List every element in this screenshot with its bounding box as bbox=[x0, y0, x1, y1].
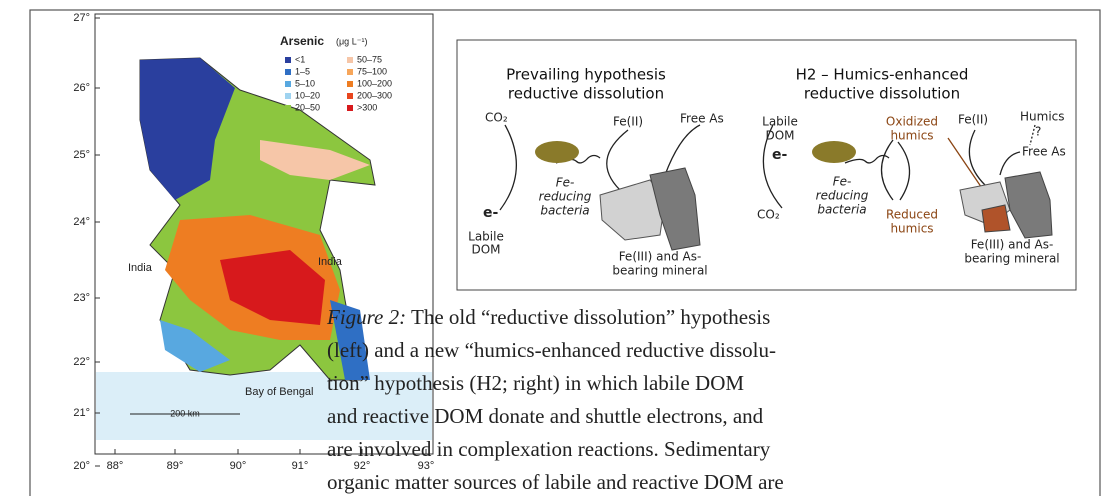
label: CO₂ bbox=[485, 111, 508, 125]
label: Humics bbox=[1020, 110, 1065, 124]
legend-swatch bbox=[347, 105, 353, 111]
diagram-title: Prevailing hypothesis bbox=[506, 66, 666, 84]
mineral bbox=[1004, 171, 1053, 239]
caption-line: organic matter sources of labile and rea… bbox=[327, 470, 784, 494]
label: CO₂ bbox=[757, 208, 780, 222]
legend-label: 10–20 bbox=[295, 90, 320, 100]
bacterium bbox=[812, 141, 856, 163]
lat-label: 25° bbox=[73, 149, 90, 161]
sea bbox=[96, 372, 432, 440]
map-label: India bbox=[128, 262, 153, 274]
diagram-title: reductive dissolution bbox=[804, 85, 960, 103]
legend-label: 100–200 bbox=[357, 78, 392, 88]
label: bearing mineral bbox=[964, 252, 1059, 266]
lon-label: 90° bbox=[230, 460, 247, 472]
legend-swatch bbox=[347, 93, 353, 99]
legend-swatch bbox=[285, 93, 291, 99]
lat-label: 23° bbox=[73, 292, 90, 304]
lon-label: 93° bbox=[418, 460, 435, 472]
label: DOM bbox=[471, 243, 500, 257]
legend-swatch bbox=[285, 69, 291, 75]
legend-swatch bbox=[285, 81, 291, 87]
label: ? bbox=[1035, 125, 1041, 139]
legend-label: <1 bbox=[295, 54, 305, 64]
diagram-title: H2 – Humics-enhanced bbox=[796, 66, 969, 84]
lat-label: 22° bbox=[73, 356, 90, 368]
scale-label: 200 km bbox=[170, 408, 200, 418]
label: bacteria bbox=[817, 203, 866, 217]
label: e- bbox=[483, 205, 498, 221]
caption-line: are involved in complexation reactions. … bbox=[327, 437, 771, 461]
lat-label: 24° bbox=[73, 216, 90, 228]
mineral bbox=[981, 204, 1011, 233]
lat-label: 21° bbox=[73, 407, 90, 419]
label: Fe- bbox=[556, 176, 575, 190]
label: reducing bbox=[539, 190, 592, 204]
legend-label: 20–50 bbox=[295, 102, 320, 112]
lat-label: 27° bbox=[73, 12, 90, 24]
diagram-frame bbox=[456, 39, 1077, 291]
legend-unit: (μg L⁻¹) bbox=[336, 36, 367, 46]
map-label: Bay of Bengal bbox=[245, 386, 314, 398]
caption-line: (left) and a new “humics-enhanced reduct… bbox=[327, 338, 776, 362]
label: Fe(II) bbox=[958, 113, 988, 127]
region bbox=[160, 320, 230, 372]
label: Fe(III) and As- bbox=[619, 250, 702, 264]
legend-label: 200–300 bbox=[357, 90, 392, 100]
legend-swatch bbox=[347, 69, 353, 75]
legend-label: 75–100 bbox=[357, 66, 387, 76]
lon-label: 88° bbox=[107, 460, 124, 472]
label: reducing bbox=[816, 189, 869, 203]
region bbox=[330, 300, 370, 380]
map-label: India bbox=[318, 256, 343, 268]
legend-label: 1–5 bbox=[295, 66, 310, 76]
caption-line: Figure 2: The old “reductive dissolution… bbox=[326, 305, 770, 329]
label: Free As bbox=[1022, 145, 1066, 159]
label: e- bbox=[772, 147, 787, 163]
lon-label: 92° bbox=[354, 460, 371, 472]
label: Labile bbox=[468, 230, 504, 244]
legend-swatch bbox=[285, 57, 291, 63]
lat-label: 26° bbox=[73, 82, 90, 94]
label: bearing mineral bbox=[612, 264, 707, 278]
bacterium bbox=[535, 141, 579, 163]
page-border bbox=[29, 9, 1101, 496]
label: Fe- bbox=[833, 175, 852, 189]
legend-swatch bbox=[285, 105, 291, 111]
label: Free As bbox=[680, 112, 724, 126]
region bbox=[260, 140, 370, 180]
lat-label: 20° bbox=[73, 460, 90, 472]
legend-label: 50–75 bbox=[357, 54, 382, 64]
region bbox=[140, 58, 235, 200]
label: bacteria bbox=[540, 204, 589, 218]
caption-line: tion” hypothesis (H2; right) in which la… bbox=[327, 371, 744, 395]
diagram-text: Prevailing hypothesis reductive dissolut… bbox=[468, 66, 1066, 278]
label: Fe(II) bbox=[613, 115, 643, 129]
region bbox=[220, 250, 325, 325]
label: humics bbox=[890, 222, 933, 236]
caption-text: The old “reductive dissolution” hypothes… bbox=[411, 305, 770, 329]
mineral bbox=[649, 167, 701, 251]
legend-swatch bbox=[347, 81, 353, 87]
legend-label: >300 bbox=[357, 102, 377, 112]
mineral bbox=[599, 179, 666, 241]
label: Oxidized bbox=[886, 115, 938, 129]
label: Labile bbox=[762, 115, 798, 129]
legend-label: 5–10 bbox=[295, 78, 315, 88]
legend-swatch bbox=[347, 57, 353, 63]
caption-label: Figure 2: bbox=[326, 305, 406, 329]
caption-line: and reactive DOM donate and shuttle elec… bbox=[327, 404, 764, 428]
label: Reduced bbox=[886, 208, 938, 222]
label: humics bbox=[890, 129, 933, 143]
lon-label: 91° bbox=[292, 460, 309, 472]
map: India India Bay of Bengal 200 km Arsenic… bbox=[73, 12, 434, 472]
label: Fe(III) and As- bbox=[971, 238, 1054, 252]
arrows bbox=[499, 124, 1036, 211]
lon-label: 89° bbox=[167, 460, 184, 472]
legend-title: Arsenic bbox=[280, 34, 324, 48]
diagram-title: reductive dissolution bbox=[508, 85, 664, 103]
label: DOM bbox=[765, 129, 794, 143]
